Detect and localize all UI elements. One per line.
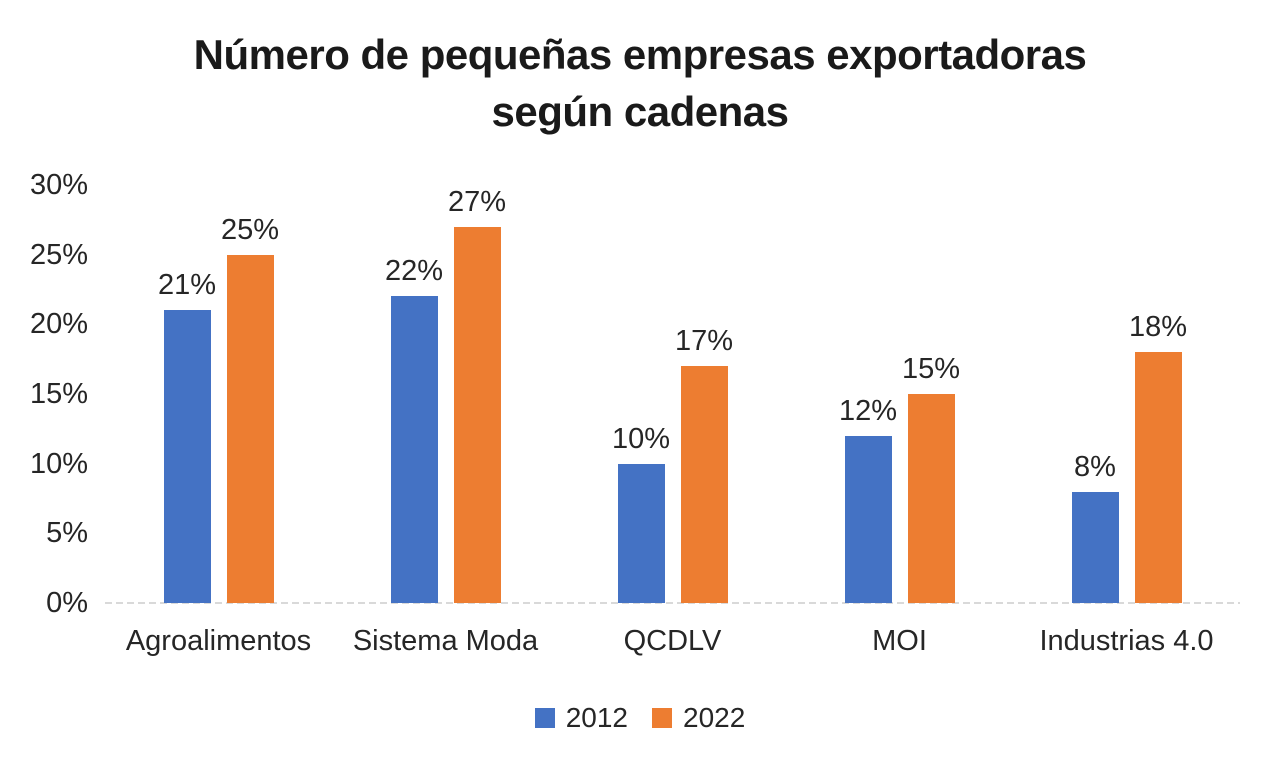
bar-value-label-2022-industrias-4-0: 18% (1128, 311, 1188, 344)
y-axis-tick-label-30: 30% (29, 169, 88, 201)
bar-2012-sistema-moda (390, 296, 438, 603)
bar-value-label-2012-sistema-moda: 22% (384, 255, 444, 288)
x-axis-category-label-industrias-4-0: Industrias 4.0 (1039, 625, 1214, 657)
bar-2022-industrias-4-0 (1134, 352, 1182, 603)
legend-swatch-2012 (534, 708, 555, 728)
bar-2022-agroalimentos (226, 254, 274, 603)
x-axis-category-label-moi: MOI (872, 625, 927, 657)
legend-item-2022: 2022 (652, 702, 745, 734)
chart-title-line2: según cadenas (491, 88, 789, 136)
bar-2022-qcdlv (680, 366, 728, 603)
legend-swatch-2022 (652, 708, 672, 728)
chart-title-line1: Número de pequeñas empresas exportadoras (193, 31, 1087, 78)
bar-value-label-2012-qcdlv: 10% (611, 422, 671, 455)
legend-item-2012: 2012 (534, 702, 628, 734)
bar-2012-qcdlv (617, 463, 665, 603)
bar-2012-industrias-4-0 (1071, 491, 1119, 603)
bar-2012-moi (844, 435, 892, 603)
bar-value-label-2022-moi: 15% (901, 353, 961, 385)
legend-label-2022: 2022 (683, 702, 746, 733)
bar-value-label-2012-industrias-4-0: 8% (1074, 450, 1116, 483)
x-axis-line (105, 602, 1240, 604)
bar-2022-sistema-moda (453, 226, 501, 603)
legend: 2012 2022 (0, 702, 1280, 734)
y-axis-tick-label-0: 0% (46, 587, 88, 619)
bar-value-label-2022-qcdlv: 17% (674, 325, 734, 358)
x-axis-category-label-agroalimentos: Agroalimentos (125, 625, 312, 657)
chart-title: Número de pequeñas empresas exportadoras… (0, 26, 1280, 140)
y-axis-tick-label-10: 10% (29, 447, 88, 480)
bar-value-label-2012-agroalimentos: 21% (157, 269, 217, 302)
y-axis-tick-label-15: 15% (29, 378, 88, 410)
legend-label-2012: 2012 (565, 702, 628, 733)
x-axis-category-label-sistema-moda: Sistema Moda (352, 625, 539, 657)
bar-2022-moi (907, 394, 955, 603)
bar-value-label-2022-agroalimentos: 25% (220, 213, 280, 246)
bar-2012-agroalimentos (163, 310, 211, 603)
bar-value-label-2012-moi: 12% (838, 394, 898, 427)
y-axis-tick-label-25: 25% (29, 238, 88, 271)
y-axis-tick-label-5: 5% (46, 517, 88, 550)
y-axis-tick-label-20: 20% (29, 308, 88, 341)
bar-value-label-2022-sistema-moda: 27% (447, 185, 507, 218)
x-axis-category-label-qcdlv: QCDLV (623, 625, 722, 657)
